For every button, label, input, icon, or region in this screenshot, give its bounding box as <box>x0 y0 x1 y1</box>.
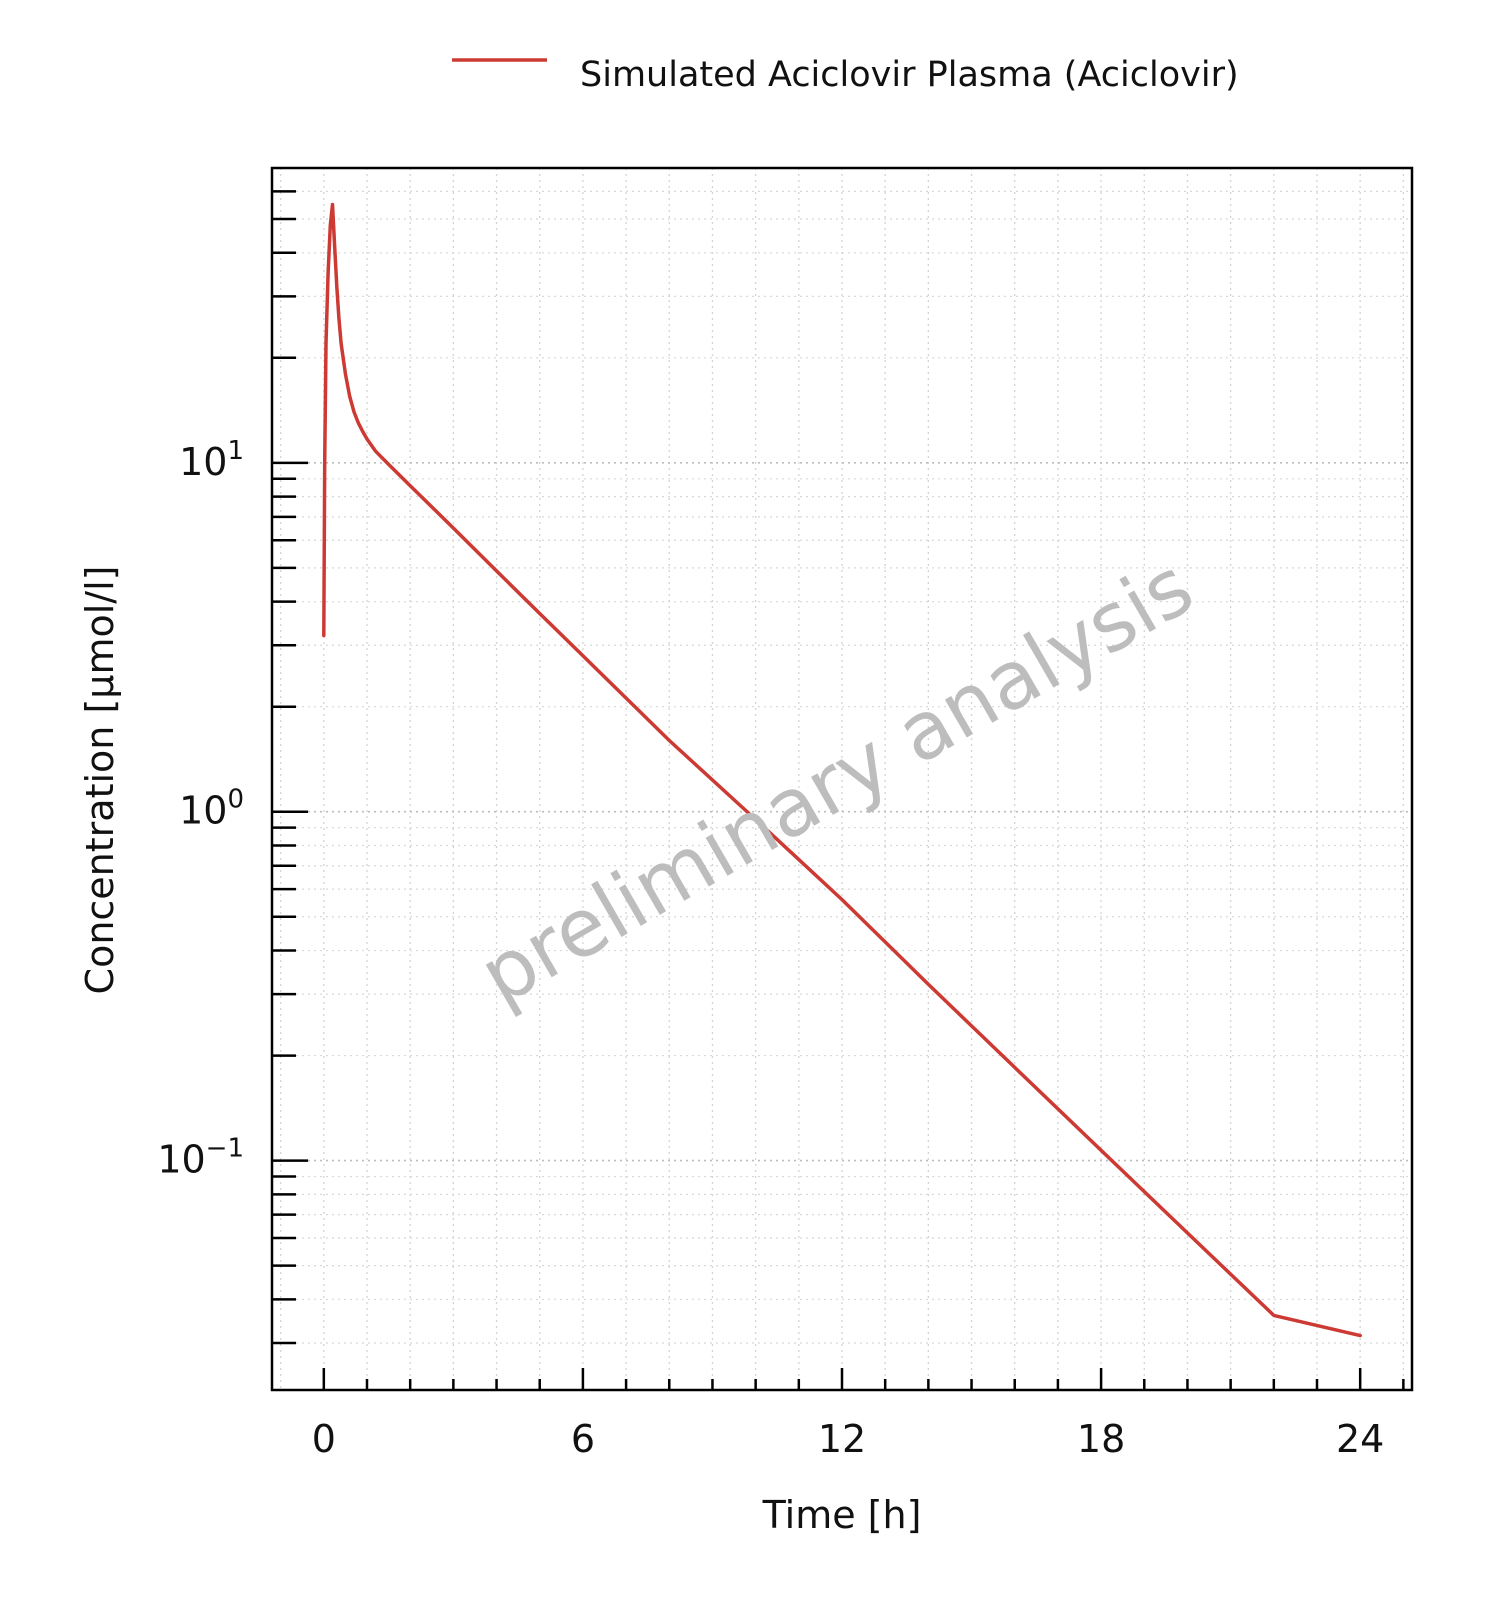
y-tick-label: 100 <box>179 785 244 833</box>
x-axis-title: Time [h] <box>762 1493 922 1537</box>
y-tick-label: 101 <box>179 436 244 484</box>
axis-ticks: 0 6 12 18 24 101 100 10−1 <box>157 190 1405 1461</box>
legend-entry-label: Simulated Aciclovir Plasma (Aciclovir) <box>580 55 1239 95</box>
data-point <box>1099 1149 1102 1152</box>
x-tick-label: 0 <box>312 1417 336 1461</box>
data-point <box>374 450 377 453</box>
series-line <box>322 202 1362 1338</box>
grid <box>272 168 1412 1390</box>
data-point <box>329 224 332 227</box>
legend: Simulated Aciclovir Plasma (Aciclovir) <box>452 55 1239 95</box>
data-point <box>387 463 390 466</box>
y-tick-label: 10−1 <box>157 1134 244 1182</box>
data-point <box>331 203 334 206</box>
data-point <box>1359 1334 1362 1337</box>
data-point <box>322 634 325 637</box>
data-point <box>339 342 342 345</box>
x-tick-label: 6 <box>571 1417 595 1461</box>
data-point <box>840 898 843 901</box>
data-point <box>333 244 336 247</box>
data-point <box>668 739 671 742</box>
y-axis-title: Concentration [µmol/l] <box>78 566 122 995</box>
data-point <box>495 569 498 572</box>
x-tick-label: 12 <box>818 1417 866 1461</box>
data-point <box>361 430 364 433</box>
data-point <box>327 271 330 274</box>
data-point <box>337 316 340 319</box>
x-tick-label: 24 <box>1336 1417 1384 1461</box>
data-point <box>927 983 930 986</box>
data-point <box>344 372 347 375</box>
data-point <box>1272 1314 1275 1317</box>
data-point <box>1013 1066 1016 1069</box>
data-point <box>357 421 360 424</box>
data-point <box>348 395 351 398</box>
data-point <box>409 484 412 487</box>
x-tick-label: 18 <box>1077 1417 1125 1461</box>
data-point <box>324 342 327 345</box>
data-point <box>452 527 455 530</box>
data-point <box>538 612 541 615</box>
series-layer <box>322 202 1362 1338</box>
data-point <box>352 410 355 413</box>
data-point <box>365 437 368 440</box>
data-point <box>1186 1231 1189 1234</box>
data-point <box>335 285 338 288</box>
data-point <box>581 654 584 657</box>
data-point <box>323 461 326 464</box>
